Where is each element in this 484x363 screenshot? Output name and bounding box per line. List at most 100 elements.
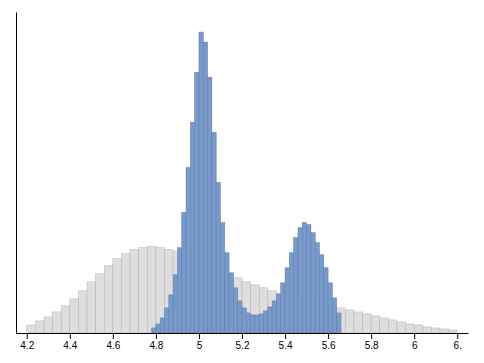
bar bbox=[440, 329, 449, 333]
x-tick-mark bbox=[242, 333, 243, 339]
bar bbox=[294, 238, 298, 333]
series bbox=[27, 247, 457, 333]
bar bbox=[182, 213, 186, 333]
bar bbox=[139, 248, 148, 333]
x-tick-mark bbox=[70, 333, 71, 339]
bar bbox=[319, 255, 323, 333]
bar bbox=[186, 167, 190, 333]
x-tick-mark bbox=[457, 333, 458, 339]
x-tick-label: 6. bbox=[454, 340, 462, 351]
bar bbox=[289, 253, 293, 333]
x-tick-mark bbox=[156, 333, 157, 339]
bar bbox=[272, 301, 276, 333]
x-tick: 5 bbox=[197, 333, 203, 351]
bar bbox=[302, 223, 306, 333]
bar bbox=[61, 306, 70, 333]
x-tick: 5.2 bbox=[236, 333, 250, 351]
bar bbox=[332, 298, 336, 333]
series bbox=[152, 32, 341, 333]
bar bbox=[35, 321, 44, 333]
bar bbox=[190, 122, 194, 333]
x-tick-label: 5.8 bbox=[365, 340, 379, 351]
bar bbox=[208, 77, 212, 333]
bar bbox=[268, 307, 272, 333]
bar bbox=[354, 312, 363, 333]
bar bbox=[363, 314, 372, 333]
x-tick: 6 bbox=[412, 333, 418, 351]
x-tick-label: 5.6 bbox=[322, 340, 336, 351]
x-tick: 4.4 bbox=[63, 333, 77, 351]
bar bbox=[281, 283, 285, 333]
bar bbox=[246, 313, 250, 333]
x-tick-label: 4.4 bbox=[63, 340, 77, 351]
bar bbox=[431, 328, 440, 333]
x-tick-label: 5.2 bbox=[236, 340, 250, 351]
bar bbox=[173, 275, 177, 333]
bar bbox=[380, 318, 389, 333]
bar bbox=[78, 291, 87, 333]
x-tick: 4.2 bbox=[20, 333, 34, 351]
bar bbox=[212, 132, 216, 333]
bar bbox=[152, 328, 156, 333]
bars bbox=[27, 32, 457, 333]
bar bbox=[423, 327, 432, 333]
bar bbox=[328, 283, 332, 333]
bar bbox=[259, 288, 268, 333]
bar bbox=[242, 308, 246, 333]
x-tick-label: 6 bbox=[412, 340, 418, 351]
bar bbox=[44, 317, 53, 333]
bar bbox=[255, 315, 259, 333]
bar bbox=[449, 330, 458, 333]
bar bbox=[87, 282, 96, 333]
y-axis bbox=[16, 13, 17, 334]
bar bbox=[177, 248, 181, 333]
bar bbox=[147, 247, 156, 333]
bar bbox=[113, 259, 122, 333]
bar bbox=[53, 312, 62, 333]
x-tick-label: 4.8 bbox=[149, 340, 163, 351]
bar bbox=[156, 324, 160, 333]
bar bbox=[27, 325, 36, 333]
bar bbox=[160, 318, 164, 333]
bar bbox=[70, 299, 79, 333]
bar bbox=[337, 313, 341, 333]
x-tick-label: 5.4 bbox=[279, 340, 293, 351]
x-tick: 5.8 bbox=[365, 333, 379, 351]
bar bbox=[414, 325, 423, 333]
x-tick-mark bbox=[414, 333, 415, 339]
x-tick-mark bbox=[285, 333, 286, 339]
bar bbox=[199, 32, 203, 333]
x-tick-label: 5 bbox=[197, 340, 203, 351]
bar bbox=[259, 314, 263, 333]
x-tick-mark bbox=[199, 333, 200, 339]
bar bbox=[233, 278, 242, 333]
bar bbox=[216, 183, 220, 333]
bar bbox=[406, 324, 415, 333]
x-tick-mark bbox=[371, 333, 372, 339]
bar bbox=[242, 282, 251, 333]
bar bbox=[311, 233, 315, 333]
x-tick: 4.6 bbox=[106, 333, 120, 351]
bar bbox=[264, 311, 268, 333]
x-tick: 4.8 bbox=[149, 333, 163, 351]
bar bbox=[156, 248, 165, 333]
x-tick: 5.6 bbox=[322, 333, 336, 351]
bar bbox=[298, 228, 302, 333]
x-tick: 5.4 bbox=[279, 333, 293, 351]
bar bbox=[169, 295, 173, 333]
bar bbox=[96, 274, 105, 333]
bar bbox=[165, 250, 174, 333]
bar bbox=[121, 254, 130, 333]
y-axis-line bbox=[16, 13, 17, 334]
bar bbox=[324, 268, 328, 333]
bar bbox=[315, 243, 319, 333]
bar bbox=[220, 223, 224, 333]
bar bbox=[251, 285, 260, 333]
chart: 4.2 4.4 4.6 4.8 5 5.2 5.4 5.6 5.8 6 6. bbox=[0, 0, 484, 363]
bar bbox=[276, 294, 280, 333]
bar bbox=[285, 268, 289, 333]
bar bbox=[397, 322, 406, 333]
bar bbox=[388, 320, 397, 333]
x-tick-mark bbox=[113, 333, 114, 339]
bar bbox=[337, 308, 346, 333]
